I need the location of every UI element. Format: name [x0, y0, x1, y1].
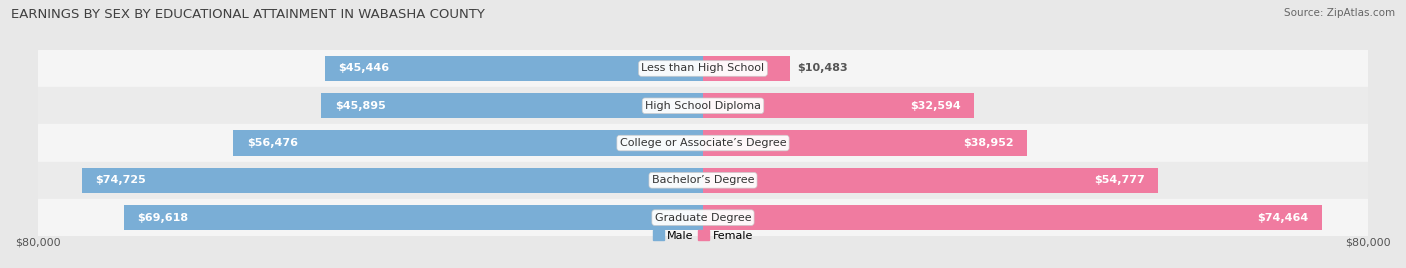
Text: Less than High School: Less than High School — [641, 64, 765, 73]
Bar — [38, 50, 1368, 87]
Bar — [703, 205, 1322, 230]
Bar — [325, 56, 703, 81]
Text: Graduate Degree: Graduate Degree — [655, 213, 751, 223]
Text: Bachelor’s Degree: Bachelor’s Degree — [652, 175, 754, 185]
Bar — [322, 93, 703, 118]
Bar — [703, 56, 790, 81]
Bar — [82, 168, 703, 193]
Text: $54,777: $54,777 — [1094, 175, 1144, 185]
Bar — [703, 168, 1159, 193]
Bar — [38, 162, 1368, 199]
Text: High School Diploma: High School Diploma — [645, 101, 761, 111]
Bar — [38, 87, 1368, 124]
Bar — [233, 130, 703, 156]
Text: $45,446: $45,446 — [339, 64, 389, 73]
Legend: Male, Female: Male, Female — [648, 226, 758, 245]
Text: EARNINGS BY SEX BY EDUCATIONAL ATTAINMENT IN WABASHA COUNTY: EARNINGS BY SEX BY EDUCATIONAL ATTAINMEN… — [11, 8, 485, 21]
Text: $74,725: $74,725 — [96, 175, 146, 185]
Text: $32,594: $32,594 — [910, 101, 960, 111]
Text: $69,618: $69,618 — [138, 213, 188, 223]
Bar — [38, 124, 1368, 162]
Text: $45,895: $45,895 — [335, 101, 385, 111]
Text: Source: ZipAtlas.com: Source: ZipAtlas.com — [1284, 8, 1395, 18]
Text: $10,483: $10,483 — [797, 64, 848, 73]
Text: $38,952: $38,952 — [963, 138, 1014, 148]
Text: $74,464: $74,464 — [1257, 213, 1309, 223]
Text: College or Associate’s Degree: College or Associate’s Degree — [620, 138, 786, 148]
Bar — [703, 130, 1026, 156]
Bar — [124, 205, 703, 230]
Bar — [703, 93, 974, 118]
Bar — [38, 199, 1368, 236]
Text: $56,476: $56,476 — [246, 138, 298, 148]
